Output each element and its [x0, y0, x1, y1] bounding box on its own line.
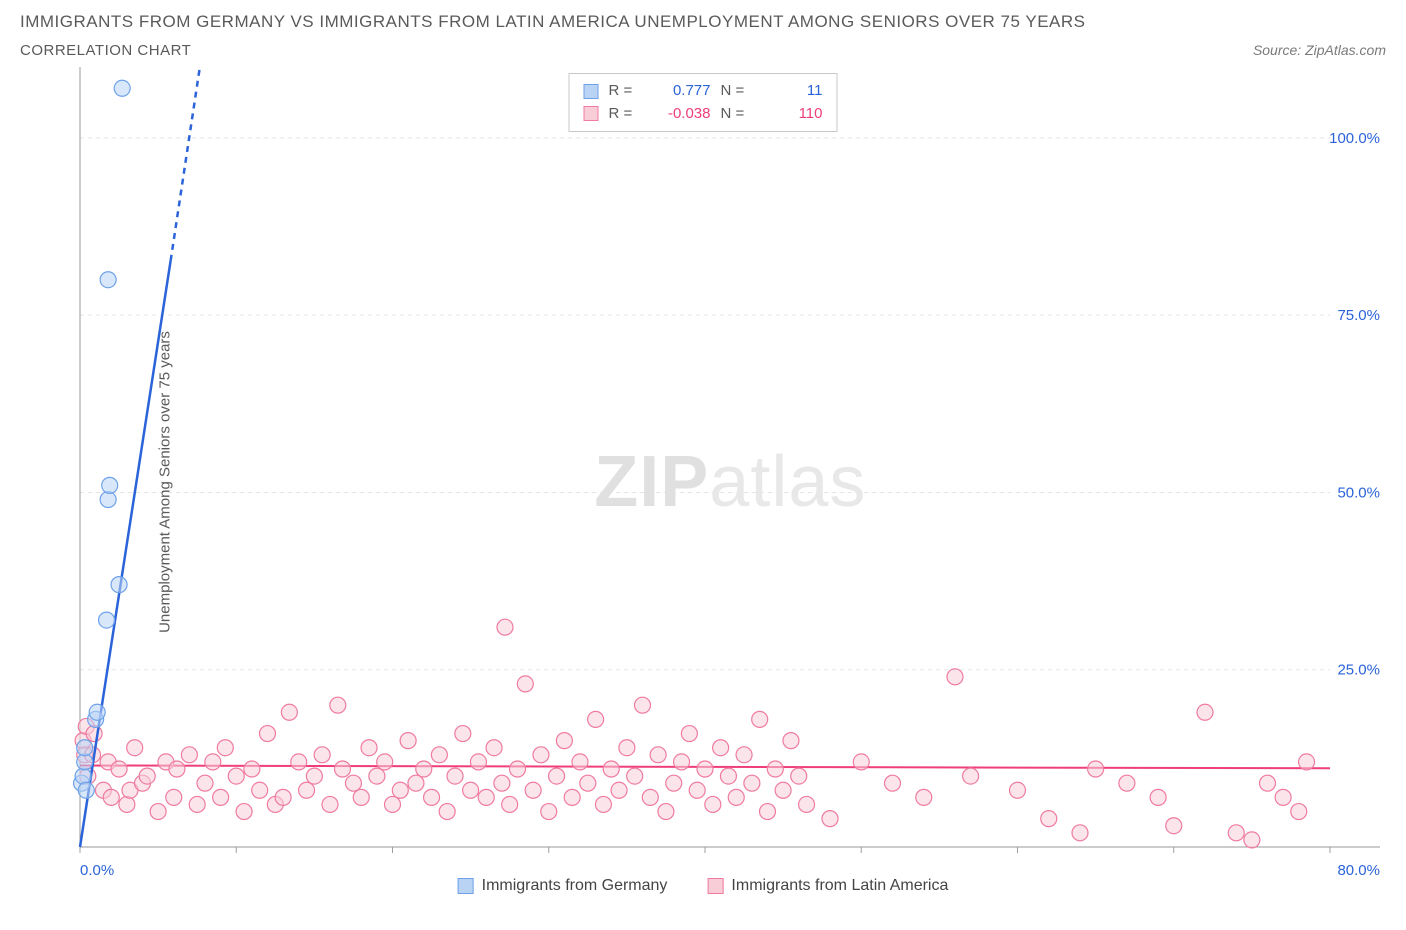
chart-svg: 25.0% 50.0% 75.0% 100.0% 0.0% 80.0%: [20, 67, 1386, 897]
stat-n-value: 11: [763, 80, 823, 103]
stat-n-value: 110: [763, 103, 823, 126]
legend-item: Immigrants from Germany: [458, 877, 668, 895]
stat-r-value: -0.038: [651, 103, 711, 126]
svg-text:0.0%: 0.0%: [80, 862, 114, 879]
correlation-chart: Unemployment Among Seniors over 75 years…: [20, 67, 1386, 897]
legend-swatch: [584, 84, 599, 99]
stat-r-value: 0.777: [651, 80, 711, 103]
legend-swatch: [458, 878, 474, 894]
series-legend: Immigrants from Germany Immigrants from L…: [458, 877, 949, 895]
svg-text:25.0%: 25.0%: [1337, 662, 1380, 679]
page-subtitle: CORRELATION CHART: [20, 42, 191, 59]
svg-text:75.0%: 75.0%: [1337, 307, 1380, 324]
source-label: Source: ZipAtlas.com: [1253, 42, 1386, 58]
stats-row: R = -0.038 N = 110: [584, 103, 823, 126]
svg-text:50.0%: 50.0%: [1337, 484, 1380, 501]
svg-text:100.0%: 100.0%: [1329, 130, 1380, 147]
stat-r-label: R =: [609, 103, 641, 126]
stat-n-label: N =: [721, 80, 753, 103]
legend-swatch: [584, 106, 599, 121]
legend-item: Immigrants from Latin America: [707, 877, 948, 895]
y-axis-label: Unemployment Among Seniors over 75 years: [156, 331, 173, 633]
stats-row: R = 0.777 N = 11: [584, 80, 823, 103]
legend-label: Immigrants from Latin America: [731, 877, 948, 895]
page-title: IMMIGRANTS FROM GERMANY VS IMMIGRANTS FR…: [20, 12, 1386, 32]
legend-swatch: [707, 878, 723, 894]
legend-label: Immigrants from Germany: [482, 877, 668, 895]
stats-legend: R = 0.777 N = 11 R = -0.038 N = 110: [569, 73, 838, 132]
stat-r-label: R =: [609, 80, 641, 103]
stat-n-label: N =: [721, 103, 753, 126]
header: IMMIGRANTS FROM GERMANY VS IMMIGRANTS FR…: [20, 12, 1386, 59]
svg-text:80.0%: 80.0%: [1337, 862, 1380, 879]
